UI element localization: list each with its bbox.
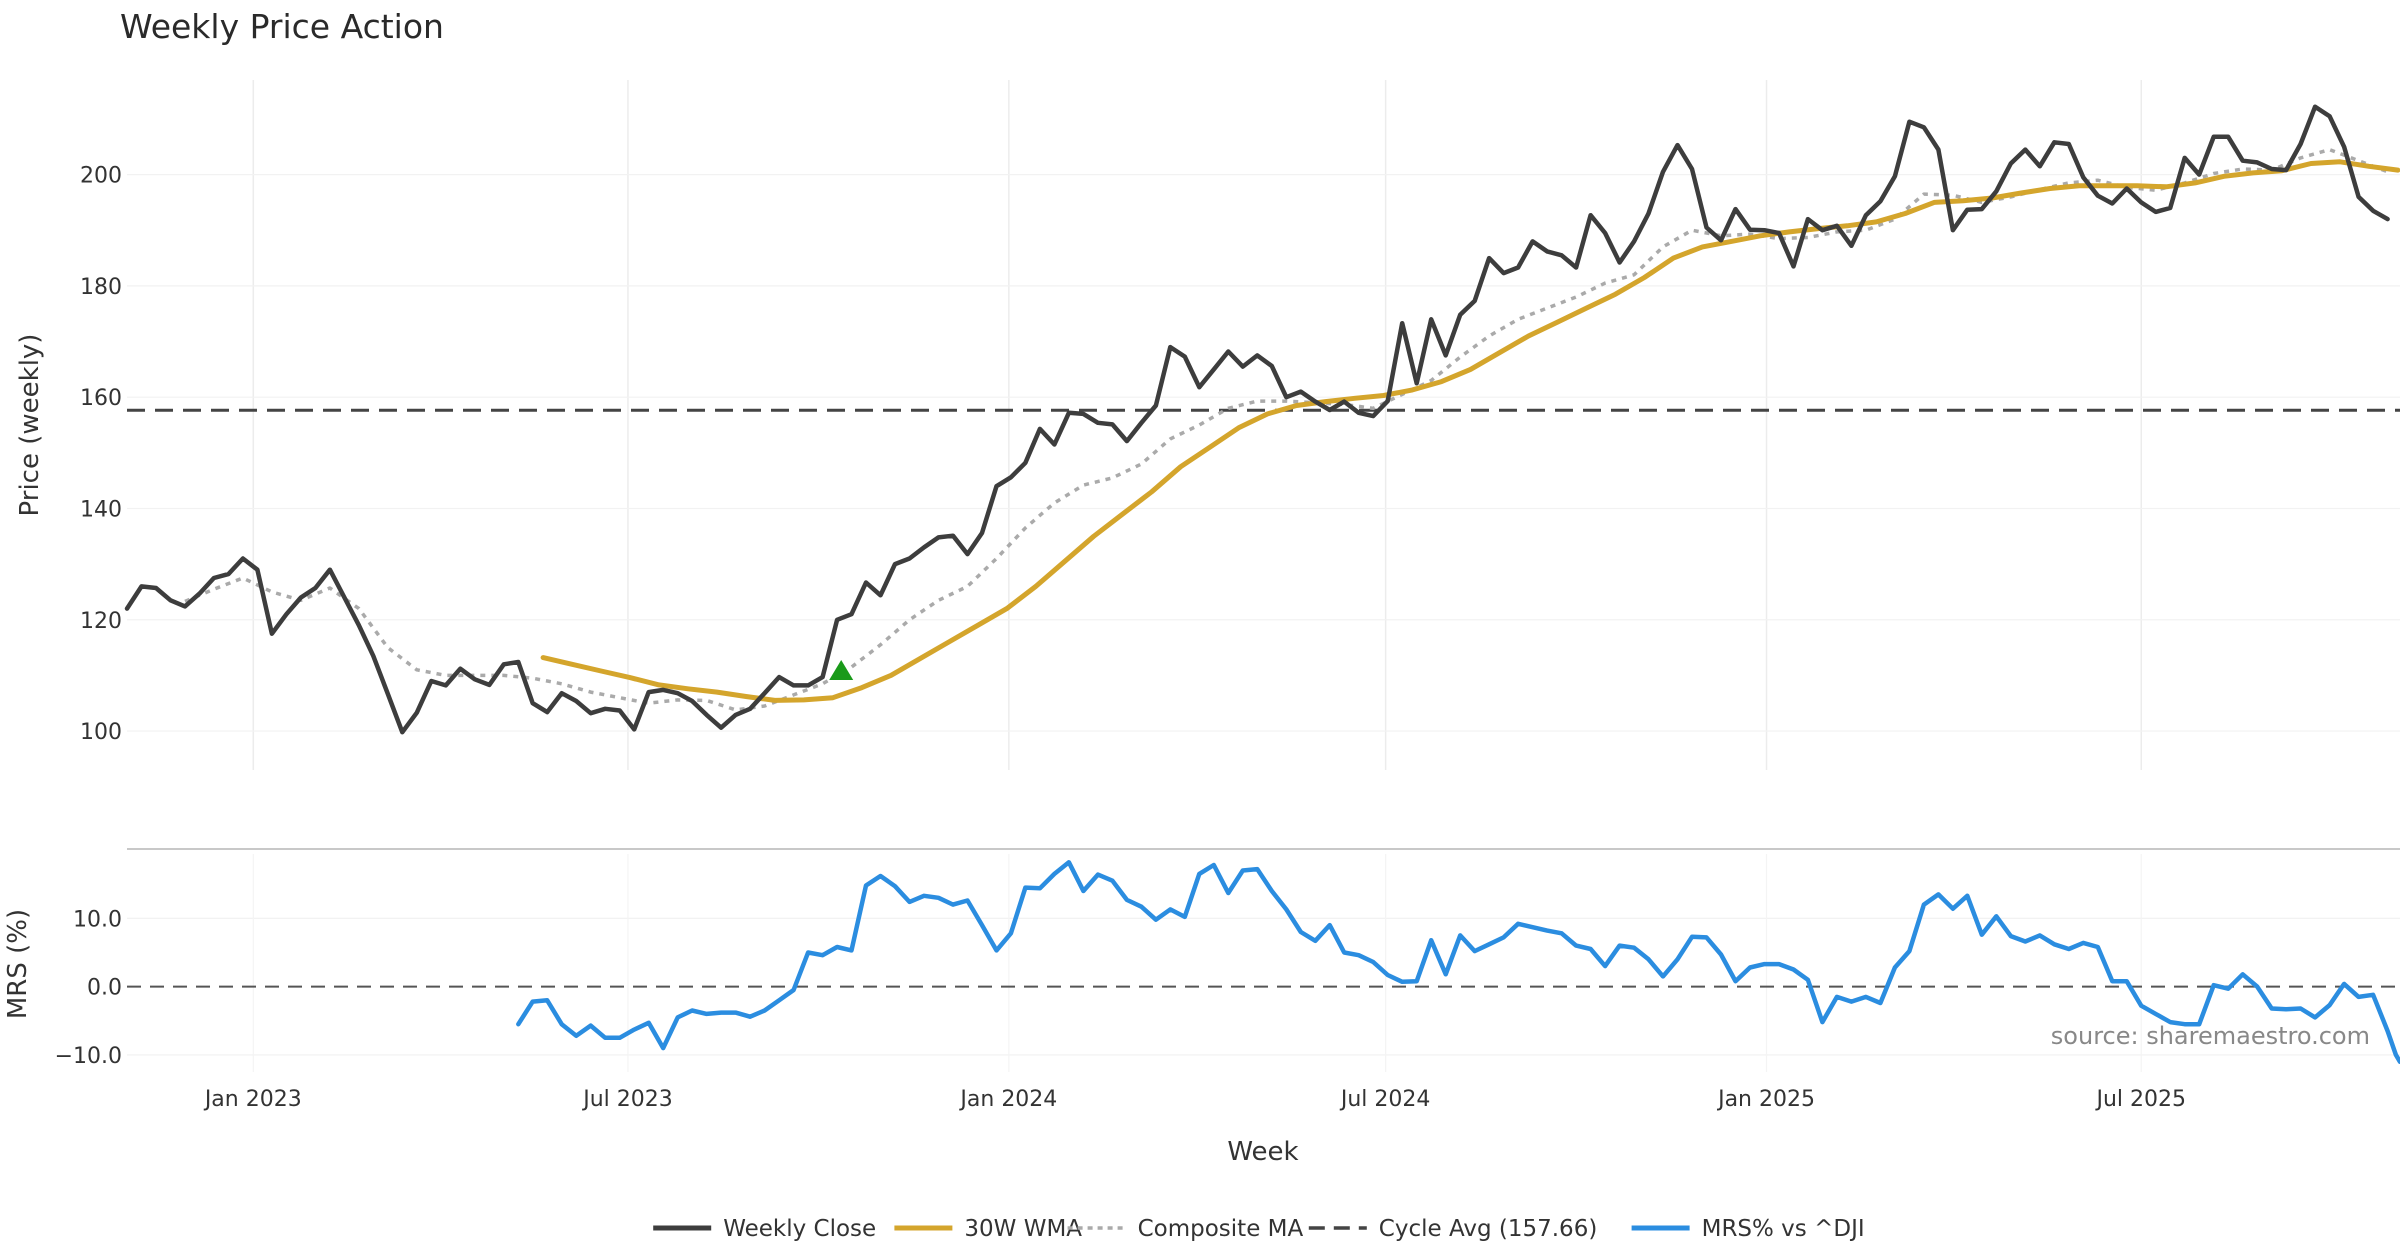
x-axis-title: Week (1227, 1137, 1298, 1167)
price-y-tick-180: 180 (80, 275, 122, 300)
price-y-tick-160: 160 (80, 386, 122, 411)
mrs-y-tick-10-0: −10.0 (55, 1044, 122, 1069)
chart-title: Weekly Price Action (120, 7, 444, 46)
x-tick-jul-2025: Jul 2025 (2094, 1087, 2186, 1112)
x-axis-ticks: Jan 2023 Jul 2023 Jan 2024 Jul 2024 Jan 2025… (203, 1087, 2186, 1112)
legend-label-mrs-vs-dji: MRS% vs ^DJI (1702, 1216, 1865, 1242)
x-tick-jan-2025: Jan 2025 (1716, 1087, 1815, 1112)
series-line-mrs-vs-dji (516, 860, 2400, 1065)
mrs-y-tick-0-0: 0.0 (87, 976, 122, 1001)
legend-label-cycle-avg-157-66: Cycle Avg (157.66) (1379, 1216, 1598, 1242)
legend-item-cycle-avg-157-66: Cycle Avg (157.66) (1308, 1216, 1598, 1242)
mrs-y-tick-10-0: 10.0 (73, 907, 122, 932)
mrs-y-ticks: 10.0 0.0 −10.0 (55, 907, 122, 1069)
mrs-y-axis-title: MRS (%) (3, 909, 33, 1019)
series-line-composite-ma (184, 147, 2389, 712)
legend-label-weekly-close: Weekly Close (723, 1216, 876, 1242)
signal-marker (829, 659, 854, 680)
price-y-tick-120: 120 (80, 609, 122, 634)
x-tick-jul-2024: Jul 2024 (1339, 1087, 1431, 1112)
price-y-tick-200: 200 (80, 164, 122, 189)
legend-item-weekly-close: Weekly Close (653, 1216, 876, 1242)
legend-item-composite-ma: Composite MA (1067, 1216, 1304, 1242)
source-credit: source: sharemaestro.com (2051, 1022, 2370, 1050)
mrs-series-group (516, 860, 2400, 1065)
price-y-ticks: 100 120 140 160 180 200 (80, 164, 122, 745)
legend-item-30w-wma: 30W WMA (894, 1216, 1082, 1242)
signal-marker-group (829, 659, 854, 680)
legend-label-composite-ma: Composite MA (1138, 1216, 1304, 1242)
price-y-axis-title: Price (weekly) (15, 334, 45, 517)
price-series-group (124, 104, 2400, 735)
series-line-weekly-close (124, 104, 2390, 735)
legend-item-mrs-vs-dji: MRS% vs ^DJI (1631, 1216, 1865, 1242)
legend-label-30w-wma: 30W WMA (964, 1216, 1082, 1242)
price-y-tick-140: 140 (80, 497, 122, 522)
price-y-tick-100: 100 (80, 720, 122, 745)
price-gridlines (127, 80, 2400, 770)
mrs-gridlines (127, 854, 2400, 1072)
legend: Weekly Close 30W WMA Composite MA Cycle Avg… (653, 1216, 1865, 1242)
x-tick-jan-2024: Jan 2024 (958, 1087, 1057, 1112)
x-tick-jul-2023: Jul 2023 (581, 1087, 673, 1112)
x-tick-jan-2023: Jan 2023 (203, 1087, 302, 1112)
